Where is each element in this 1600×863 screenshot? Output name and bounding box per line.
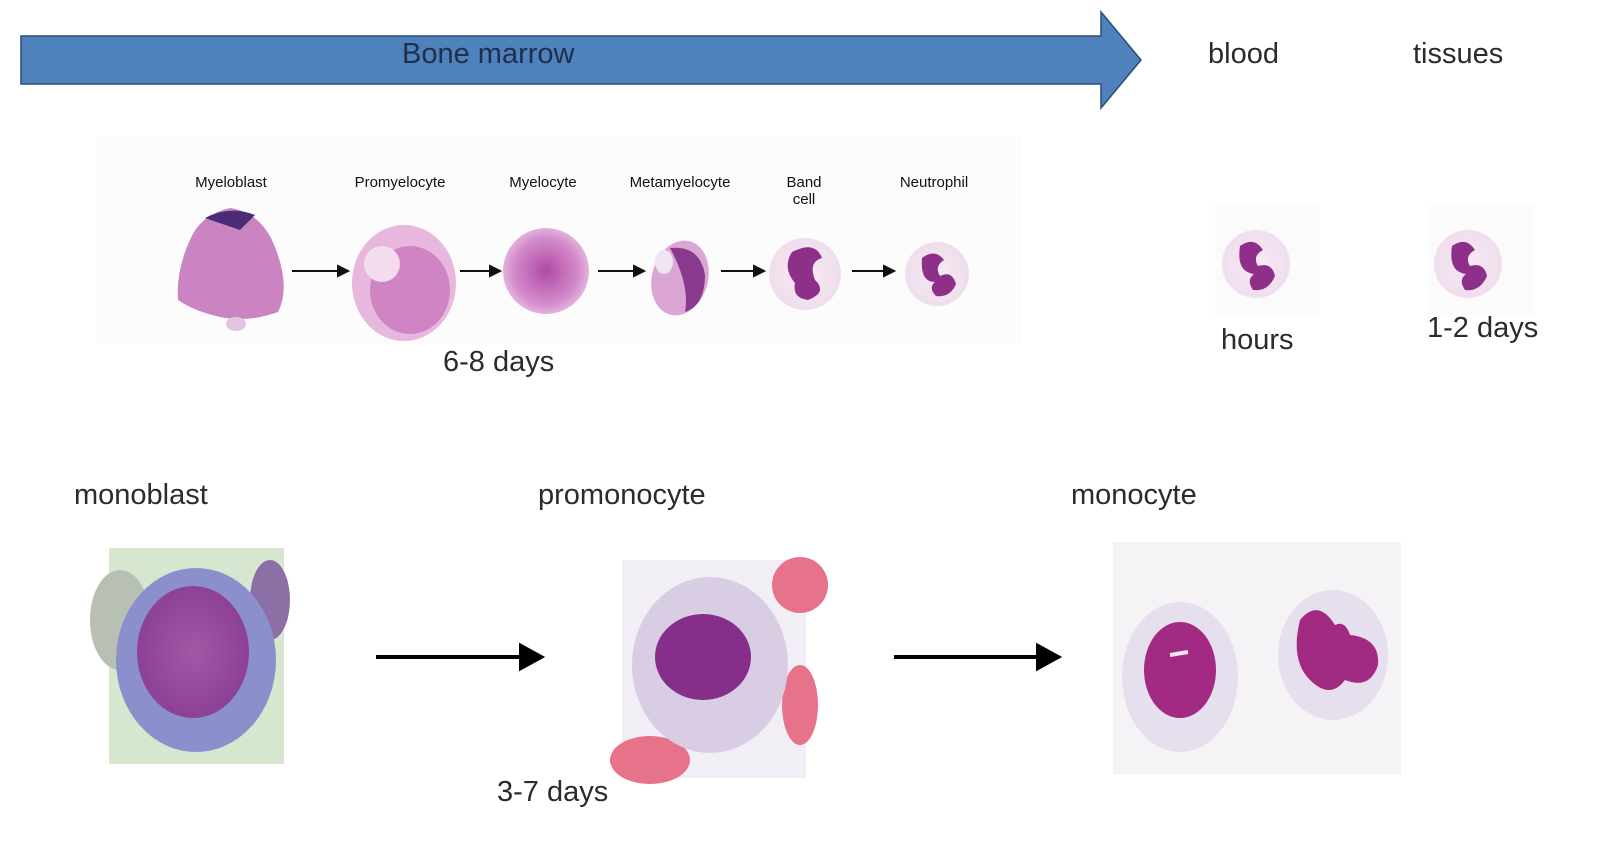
monoblast-cell bbox=[90, 548, 290, 764]
promonocyte-cell bbox=[610, 557, 828, 784]
granulocyte-arrows bbox=[292, 264, 897, 278]
monocyte-cell-pair bbox=[1113, 542, 1401, 774]
stage-label-myelocyte: Myelocyte bbox=[509, 174, 577, 191]
neutrophil-cell-blood bbox=[1215, 205, 1320, 315]
stage-label-promonocyte: promonocyte bbox=[538, 479, 706, 511]
bone-marrow-label: Bone marrow bbox=[402, 38, 575, 70]
stage-label-monoblast: monoblast bbox=[74, 479, 208, 511]
band-cell bbox=[769, 238, 841, 310]
marrow-duration: 6-8 days bbox=[443, 346, 555, 378]
blood-duration: hours bbox=[1221, 324, 1294, 356]
myeloblast-cell bbox=[177, 208, 284, 331]
myelocyte-cell bbox=[503, 228, 589, 314]
monocyte-arrows bbox=[376, 642, 1063, 672]
stage-label-myeloblast: Myeloblast bbox=[195, 174, 267, 191]
monocyte-duration: 3-7 days bbox=[497, 776, 609, 808]
stage-label-promyelocyte: Promyelocyte bbox=[354, 174, 446, 191]
stage-label-neutrophil: Neutrophil bbox=[899, 174, 969, 191]
promyelocyte-cell bbox=[352, 225, 456, 341]
stage-label-metamyelocyte: Metamyelocyte bbox=[629, 174, 731, 191]
metamyelocyte-cell bbox=[651, 240, 709, 316]
tissues-label: tissues bbox=[1413, 38, 1504, 70]
stage-label-monocyte: monocyte bbox=[1071, 479, 1197, 511]
tissue-duration: 1-2 days bbox=[1427, 312, 1539, 344]
neutrophil-cell-tissue bbox=[1428, 205, 1533, 315]
neutrophil-cell-marrow bbox=[905, 242, 969, 306]
blood-label: blood bbox=[1208, 38, 1279, 70]
stage-label-band-cell: Band cell bbox=[786, 174, 822, 208]
